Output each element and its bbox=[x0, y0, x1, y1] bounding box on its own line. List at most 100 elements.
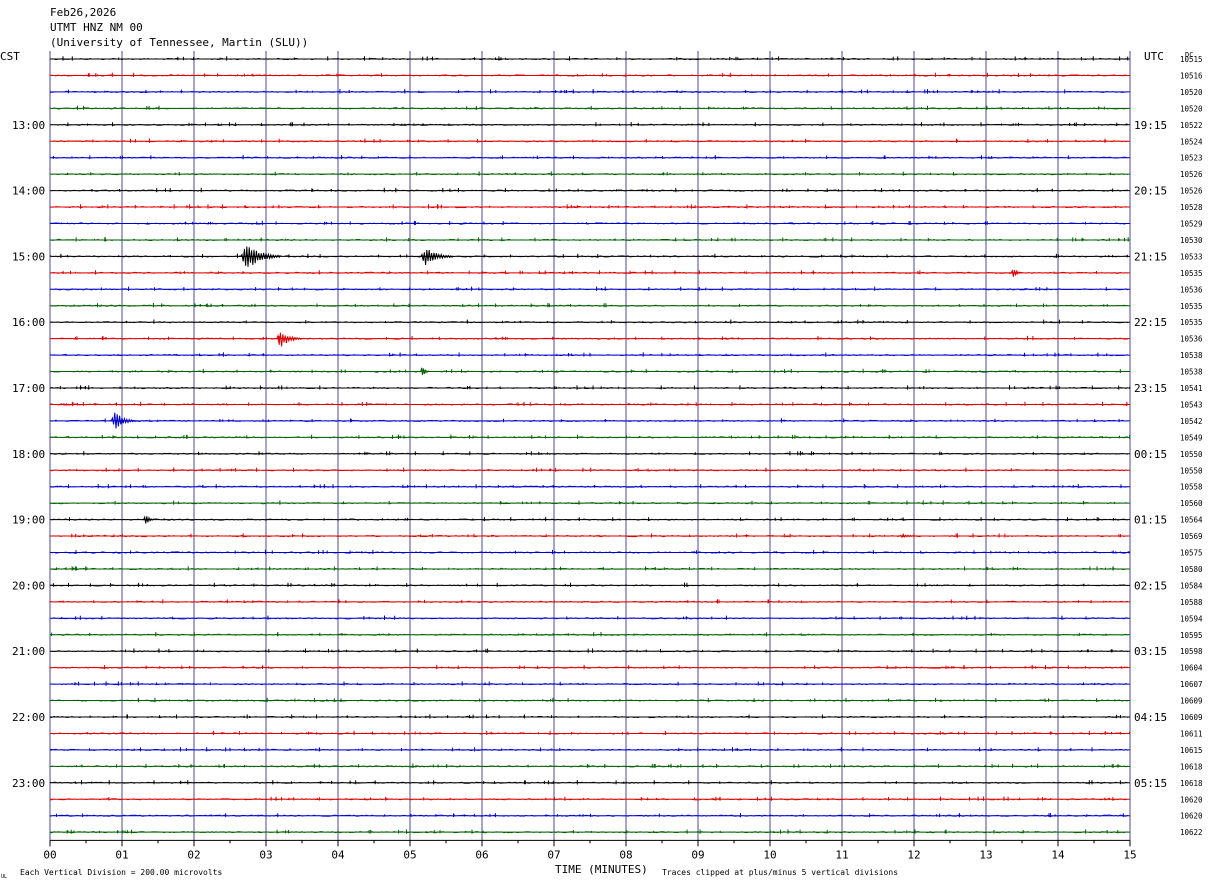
dc-offset-label: 10524 bbox=[1180, 137, 1203, 146]
dc-offset-label: 10560 bbox=[1180, 499, 1203, 508]
trace-group bbox=[49, 56, 1131, 834]
trace-noise bbox=[49, 172, 1129, 176]
dc-offset-label: 10604 bbox=[1180, 664, 1203, 673]
dc-offset-label: 10564 bbox=[1180, 516, 1203, 525]
dc-offset-label: 10588 bbox=[1180, 598, 1203, 607]
dc-offset-label: 10620 bbox=[1180, 795, 1203, 804]
institution-label: (University of Tennessee, Martin (SLU)) bbox=[50, 36, 309, 49]
dc-offset-label: 10549 bbox=[1180, 433, 1203, 442]
dc-offset-label: 10550 bbox=[1180, 466, 1203, 475]
cst-hour-label: 19:00 bbox=[12, 514, 45, 527]
utc-hour-label: 23:15 bbox=[1134, 382, 1167, 395]
dc-offset-label: 10526 bbox=[1180, 187, 1203, 196]
dc-offset-label: 10520 bbox=[1180, 88, 1203, 97]
dc-offset-label: 10536 bbox=[1180, 335, 1203, 344]
trace-noise bbox=[49, 337, 1129, 340]
dc-offset-label: 10533 bbox=[1180, 252, 1203, 261]
x-tick-label: 02 bbox=[187, 848, 200, 861]
dc-offset-label: 10541 bbox=[1180, 384, 1203, 393]
date-label: Feb26,2026 bbox=[50, 6, 117, 19]
trace-noise bbox=[49, 617, 1129, 620]
trace-noise bbox=[49, 699, 1129, 702]
dc-offset-label: 10615 bbox=[1180, 746, 1203, 755]
x-tick-label: 03 bbox=[259, 848, 272, 861]
dc-offset-label: 10618 bbox=[1180, 779, 1203, 788]
dc-offset-label: 10535 bbox=[1180, 269, 1203, 278]
trace-noise bbox=[49, 222, 1129, 225]
trace-noise bbox=[49, 551, 1129, 554]
utc-hour-label: 20:15 bbox=[1134, 185, 1167, 198]
trace-noise bbox=[49, 534, 1129, 538]
trace-noise bbox=[49, 600, 1129, 604]
utc-hour-label: 21:15 bbox=[1134, 250, 1167, 263]
dc-offset-label: 10526 bbox=[1180, 170, 1203, 179]
trace-noise bbox=[49, 781, 1129, 784]
dc-offset-label: 10520 bbox=[1180, 104, 1203, 113]
side-labels: 13:00 14:00 15:00 16:00 17:00 18:00 19:00 20:00… bbox=[12, 55, 1203, 837]
seismic-event bbox=[418, 249, 454, 265]
utc-hour-label: 01:15 bbox=[1134, 514, 1167, 527]
trace-noise bbox=[49, 386, 1129, 390]
dc-offset-label: 10609 bbox=[1180, 697, 1203, 706]
trace-noise bbox=[49, 798, 1129, 801]
trace-noise bbox=[49, 140, 1129, 143]
utc-hour-label: 03:15 bbox=[1134, 645, 1167, 658]
seismic-event bbox=[109, 412, 137, 429]
cst-hour-label: 17:00 bbox=[12, 382, 45, 395]
clip-note: Traces clipped at plus/minus 5 vertical … bbox=[662, 868, 898, 877]
corner-mark: UL bbox=[1, 874, 7, 880]
trace-noise bbox=[49, 304, 1129, 307]
trace-noise bbox=[49, 288, 1129, 291]
dc-offset-label: 10558 bbox=[1180, 483, 1203, 492]
x-tick-label: 15 bbox=[1123, 848, 1136, 861]
dc-offset-label: 10535 bbox=[1180, 318, 1203, 327]
trace-noise bbox=[49, 353, 1129, 357]
dc-offset-label: 10611 bbox=[1180, 729, 1203, 738]
x-tick-label: 10 bbox=[763, 848, 776, 861]
seismic-event bbox=[897, 533, 922, 539]
trace-noise bbox=[49, 814, 1129, 817]
utc-hour-label: 00:15 bbox=[1134, 448, 1167, 461]
dc-offset-label: 10594 bbox=[1180, 614, 1203, 623]
dc-offset-label: 10522 bbox=[1180, 121, 1203, 130]
utc-hour-label: 02:15 bbox=[1134, 579, 1167, 592]
time-axis: 00 01 02 03 04 05 06 07 08 09 10 11 12 13 14 15 bbox=[43, 839, 1137, 861]
dc-offset-label: 10536 bbox=[1180, 285, 1203, 294]
dc-offset-label: 10598 bbox=[1180, 647, 1203, 656]
dc-offset-label: 10618 bbox=[1180, 762, 1203, 771]
dc-offset-label: 10535 bbox=[1180, 302, 1203, 311]
dc-offset-label: 10609 bbox=[1180, 713, 1203, 722]
seismic-event bbox=[141, 515, 155, 524]
seismic-event bbox=[274, 332, 303, 347]
trace-noise bbox=[49, 650, 1129, 653]
trace-noise bbox=[49, 321, 1129, 324]
trace-noise bbox=[49, 682, 1129, 686]
x-tick-label: 12 bbox=[907, 848, 920, 861]
dc-offset-label: 10622 bbox=[1180, 828, 1203, 837]
x-tick-label: 04 bbox=[331, 848, 345, 861]
trace-noise bbox=[49, 469, 1129, 472]
x-tick-label: 11 bbox=[835, 848, 848, 861]
cst-hour-label: 20:00 bbox=[12, 579, 45, 592]
dc-offset-label: 10515 bbox=[1180, 55, 1203, 64]
x-axis-title: TIME (MINUTES) bbox=[555, 863, 648, 876]
trace-noise bbox=[49, 485, 1129, 488]
cst-hour-label: 16:00 bbox=[12, 316, 45, 329]
dc-offset-label: 10538 bbox=[1180, 351, 1203, 360]
trace-noise bbox=[49, 419, 1129, 423]
trace-noise bbox=[49, 584, 1129, 587]
plot-header: Feb26,2026 UTMT HNZ NM 00 (University of… bbox=[50, 5, 308, 50]
utc-hour-label: 19:15 bbox=[1134, 119, 1167, 132]
x-tick-label: 09 bbox=[691, 848, 704, 861]
trace-noise bbox=[49, 156, 1129, 159]
seismic-event bbox=[1009, 268, 1023, 277]
trace-noise bbox=[49, 90, 1129, 94]
seismic-event bbox=[418, 367, 430, 376]
dc-offset-label: 10528 bbox=[1180, 203, 1203, 212]
scale-note: Each Vertical Division = 200.00 microvol… bbox=[20, 868, 222, 877]
trace-noise bbox=[49, 732, 1129, 735]
trace-noise bbox=[49, 518, 1129, 521]
cst-hour-label: 23:00 bbox=[12, 777, 45, 790]
dc-offset-label: 10542 bbox=[1180, 417, 1203, 426]
cst-hour-label: 21:00 bbox=[12, 645, 45, 658]
